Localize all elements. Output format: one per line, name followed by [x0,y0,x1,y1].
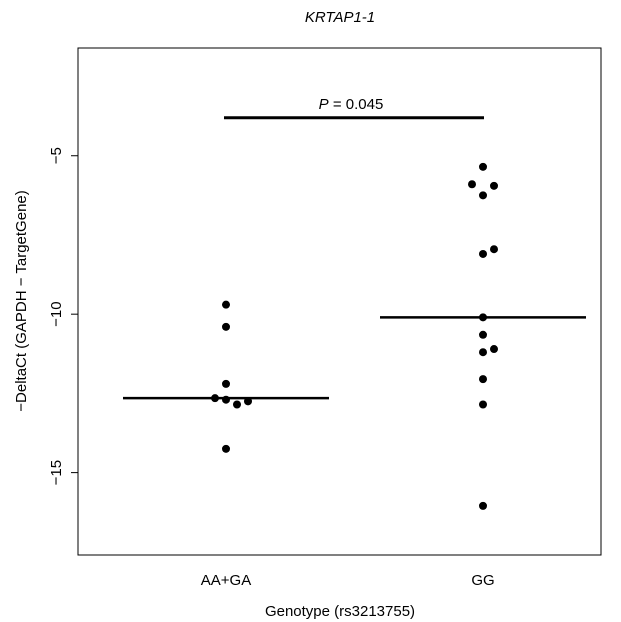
data-point [479,162,487,171]
significance-annotation: P = 0.045 [224,96,484,120]
p-symbol: P [319,96,329,113]
data-point [222,322,230,331]
x-axis-label: Genotype (rs3213755) [265,603,415,620]
data-point [490,345,498,354]
p-value-label: P = 0.045 [319,96,384,113]
y-tick-label: −10 [48,301,65,326]
x-tick-label: AA+GA [201,572,251,589]
x-axis: AA+GA GG [201,572,495,589]
data-point [222,444,230,453]
data-point [244,397,252,406]
data-point [490,245,498,254]
y-axis: −5 −10 −15 [48,147,78,485]
y-axis-label: −DeltaCt (GAPDH − TargetGene) [13,190,30,411]
y-tick-label: −5 [48,147,65,164]
data-point [479,348,487,357]
data-point [479,191,487,200]
chart-title: KRTAP1-1 [305,9,375,26]
data-point [479,501,487,510]
x-tick-label: GG [471,572,494,589]
data-point [490,181,498,190]
p-value: = 0.045 [329,96,384,113]
data-point [222,379,230,388]
data-point [211,394,219,403]
data-point [233,400,241,409]
data-point [479,313,487,322]
y-tick-label: −15 [48,460,65,485]
data-point [479,330,487,339]
data-marks [123,162,586,510]
data-point [479,375,487,384]
data-point [468,180,476,189]
plot-area-frame [77,47,602,556]
data-point [479,249,487,258]
data-point [479,400,487,409]
data-point [222,300,230,309]
data-point [222,395,230,404]
